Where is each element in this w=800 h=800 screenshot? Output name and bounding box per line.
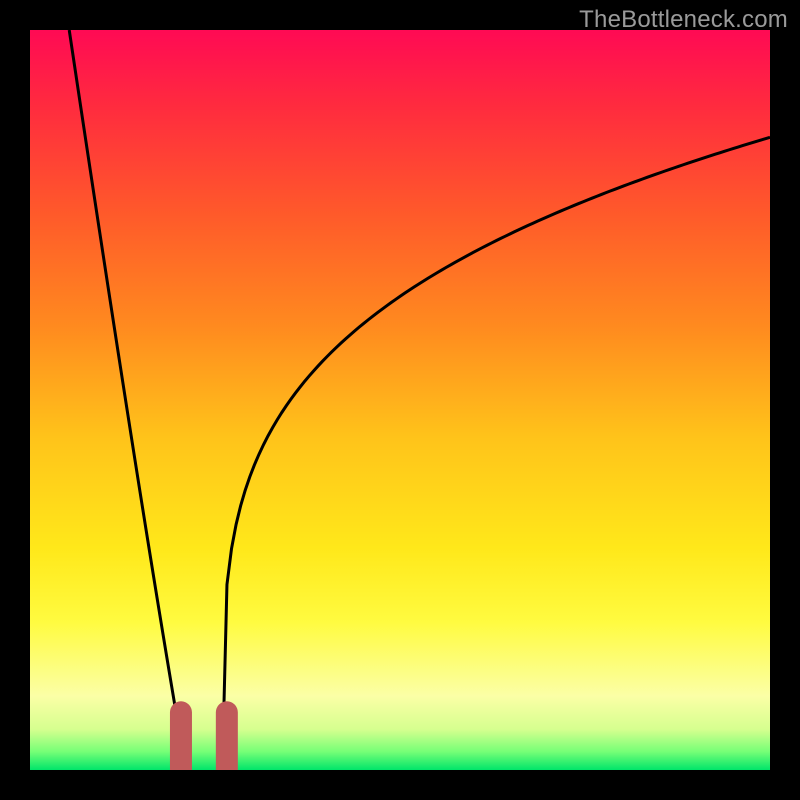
plot-svg	[30, 30, 770, 770]
plot-area	[30, 30, 770, 770]
gradient-background	[30, 30, 770, 770]
watermark-text: TheBottleneck.com	[579, 6, 788, 34]
